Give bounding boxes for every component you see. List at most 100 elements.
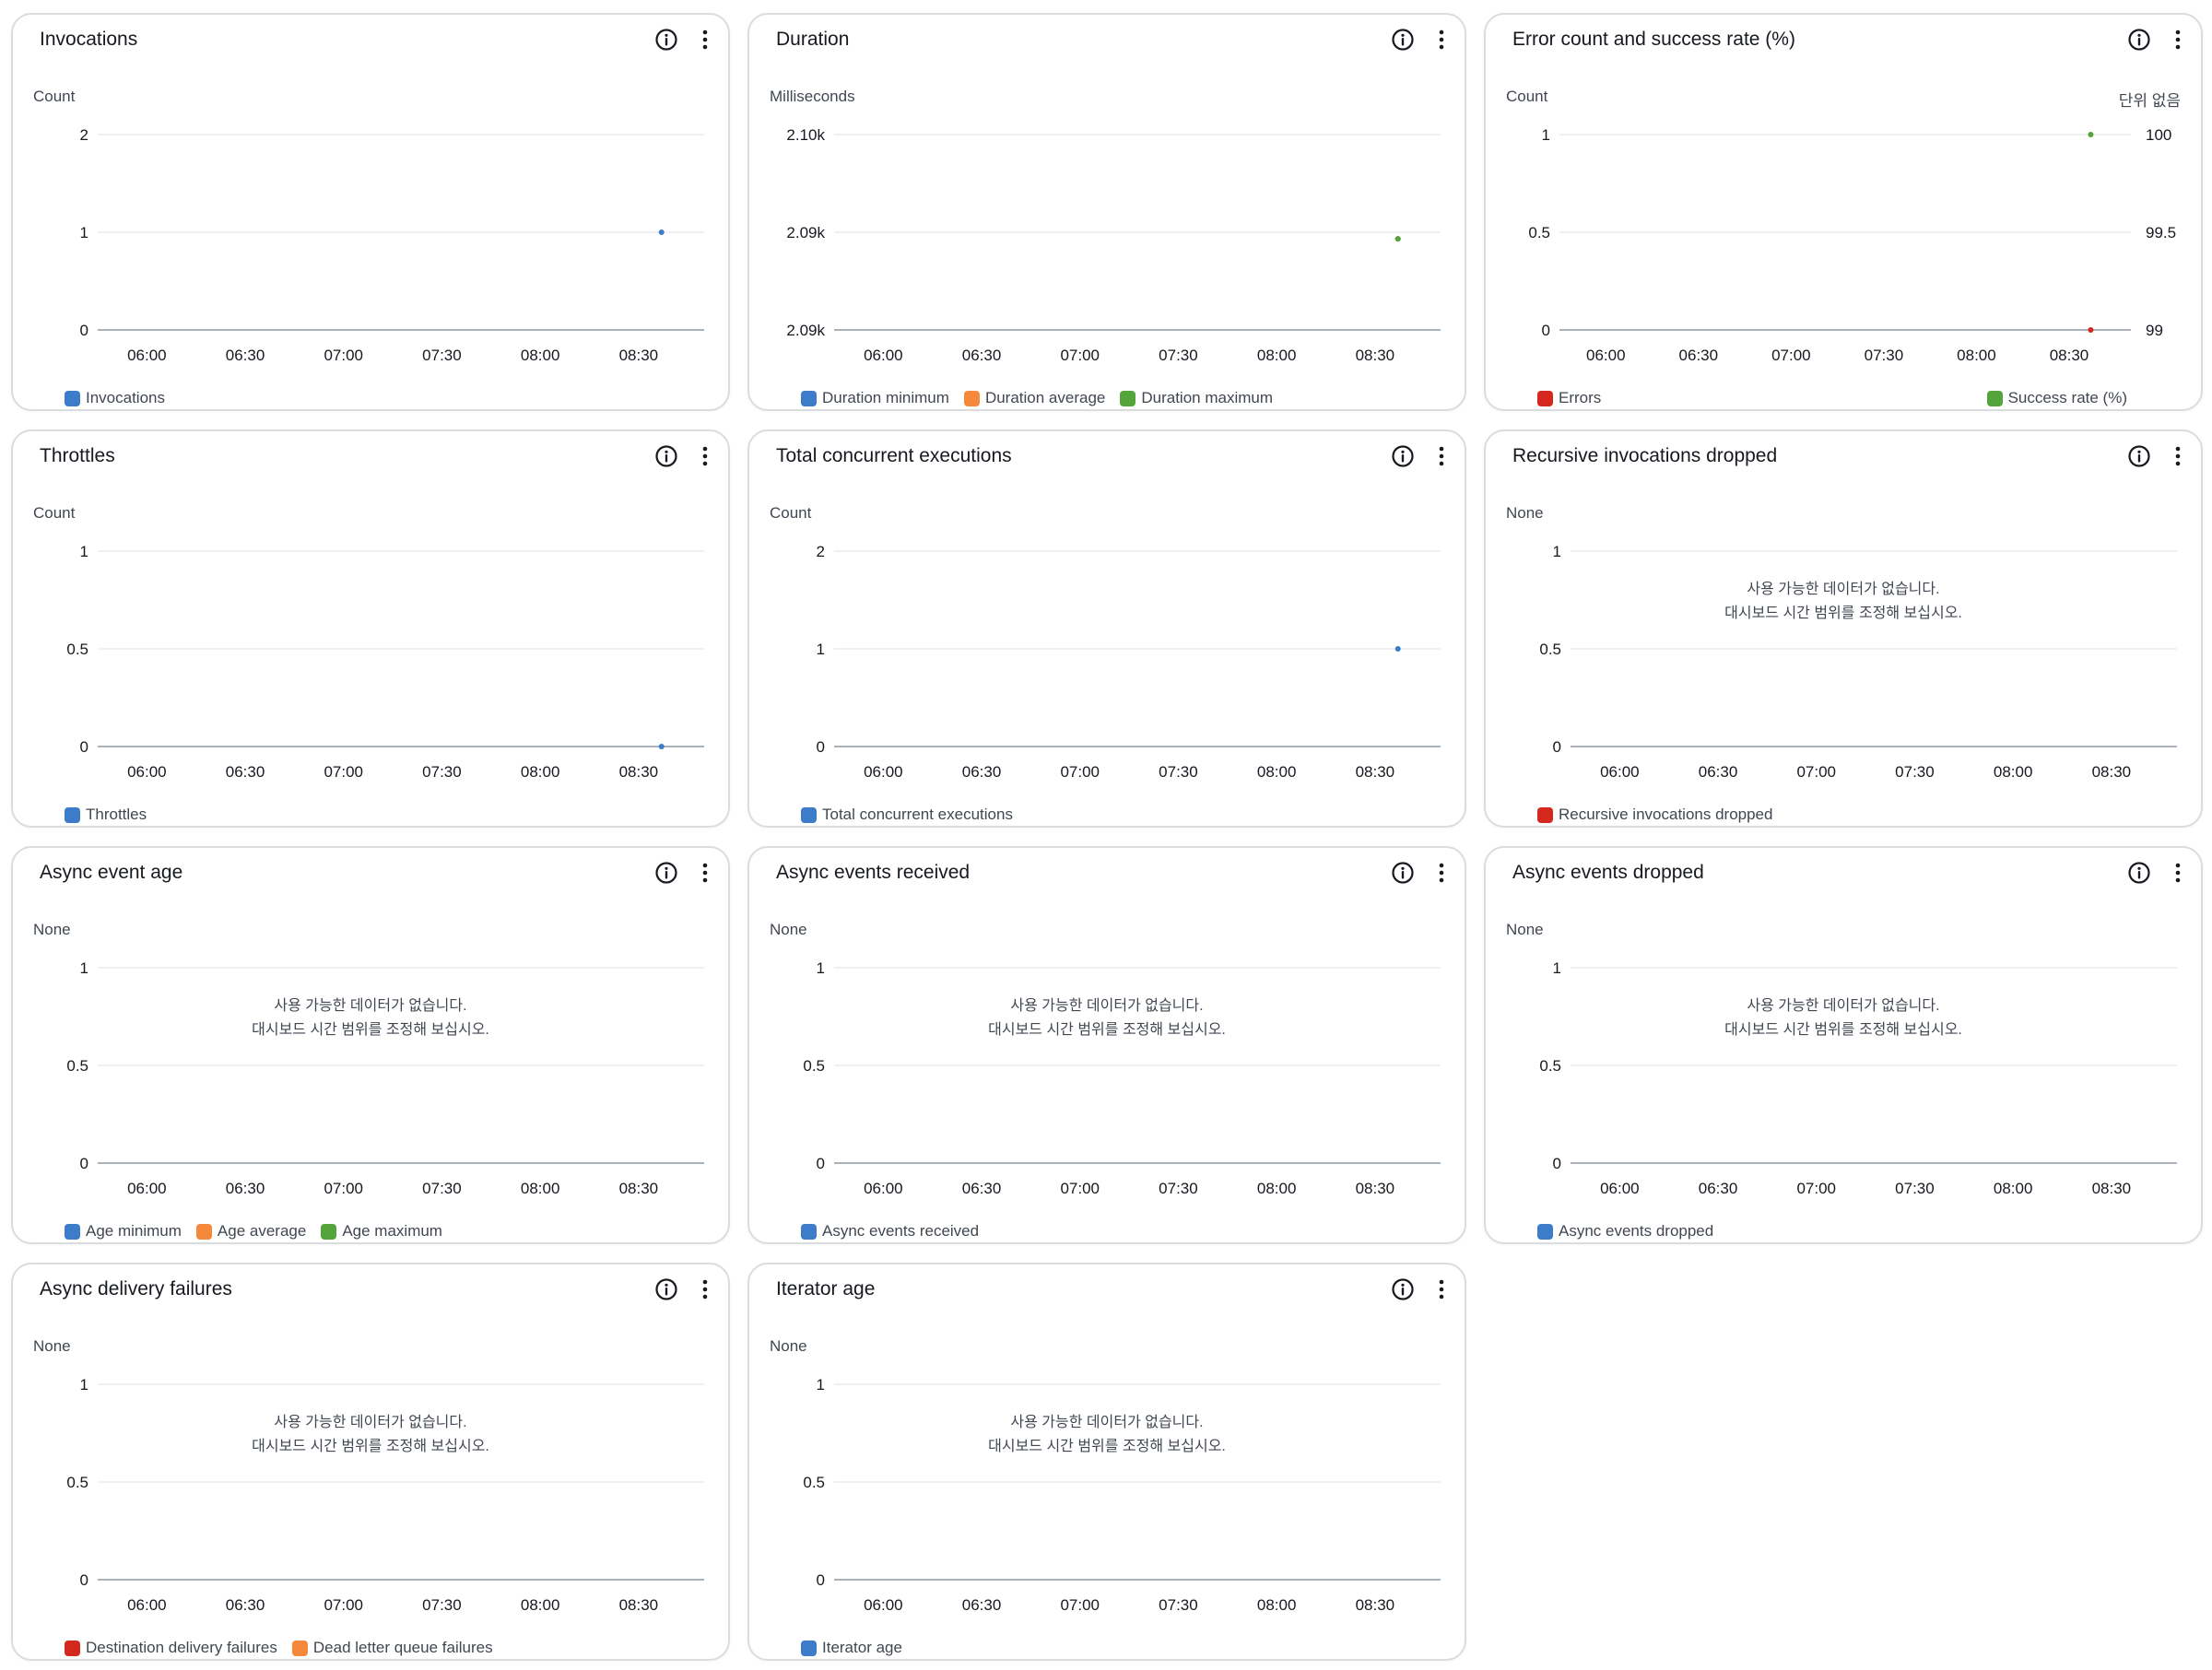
info-icon[interactable]: [654, 1277, 678, 1301]
chart-plot-area: 0 0.5 1 06:00 06:30 07:00 07:30 08:00 08:30: [66, 543, 704, 781]
y-right-tick-label: 99: [2146, 322, 2163, 339]
more-options-icon[interactable]: [699, 1277, 712, 1301]
legend-item-throttles[interactable]: Throttles: [65, 805, 147, 825]
x-tick-label: 06:00: [127, 1596, 167, 1614]
y-tick-label: 2.09k: [786, 224, 825, 241]
legend-item-age-minimum[interactable]: Age minimum: [65, 1221, 182, 1241]
x-tick-label: 06:00: [127, 1180, 167, 1197]
legend-swatch: [1120, 390, 1136, 406]
x-tick-label: 06:00: [127, 347, 167, 364]
no-data-line-1: 사용 가능한 데이터가 없습니다.: [1747, 998, 1940, 1014]
legend-label: Age minimum: [86, 1222, 182, 1240]
data-point-success-rate[interactable]: [2088, 132, 2094, 137]
x-tick-label: 07:00: [324, 1596, 363, 1614]
legend-label: Duration average: [984, 389, 1106, 406]
chart-plot-area: 0 0.5 1 06:00 06:30 07:00 07:30 08:00 08:30: [66, 1376, 704, 1614]
chart-plot-area: 0 1 2 06:00 06:30 07:00 07:30 08:00 08:30: [817, 543, 1441, 781]
info-icon[interactable]: [654, 28, 678, 52]
more-options-icon[interactable]: [1435, 444, 1448, 468]
info-icon[interactable]: [654, 861, 678, 885]
legend-item-async-events-dropped[interactable]: Async events dropped: [1537, 1221, 1713, 1241]
no-data-message: 사용 가능한 데이터가 없습니다. 대시보드 시간 범위를 조정해 보십시오.: [13, 1411, 728, 1459]
info-icon[interactable]: [1391, 861, 1415, 885]
y-axis-unit-label: Milliseconds: [770, 88, 855, 105]
y-axis-unit-label: None: [1506, 504, 1544, 522]
legend-item-recursive-invocations-dropped[interactable]: Recursive invocations dropped: [1537, 805, 1772, 825]
data-point-throttles[interactable]: [658, 744, 665, 749]
legend-swatch: [291, 1640, 308, 1656]
more-options-icon[interactable]: [1435, 28, 1448, 52]
x-tick-label: 06:30: [226, 763, 265, 781]
more-options-icon[interactable]: [2171, 861, 2184, 885]
more-options-icon[interactable]: [1435, 861, 1448, 885]
y-tick-label: 1: [1542, 126, 1550, 144]
data-point-total-concurrent-executions[interactable]: [1394, 646, 1401, 652]
y-axis-unit-label: Count: [1506, 88, 1548, 105]
legend-item-success-rate[interactable]: Success rate (%): [1986, 388, 2127, 408]
x-tick-label: 08:00: [521, 763, 560, 781]
legend-label: Duration minimum: [822, 389, 949, 406]
x-tick-label: 08:30: [619, 763, 659, 781]
x-tick-label: 06:30: [962, 763, 1002, 781]
y-tick-label: 1: [817, 1376, 825, 1394]
no-data-line-2: 대시보드 시간 범위를 조정해 보십시오.: [252, 1439, 489, 1454]
y-tick-label: 0: [817, 1571, 825, 1589]
x-tick-label: 06:00: [864, 1180, 903, 1197]
data-point-invocations[interactable]: [658, 229, 665, 235]
info-icon[interactable]: [654, 444, 678, 468]
widget-title: Total concurrent executions: [776, 445, 1012, 466]
legend-item-duration-average[interactable]: Duration average: [963, 388, 1106, 408]
info-icon[interactable]: [2127, 861, 2151, 885]
chart-legend: Destination delivery failures Dead letter…: [13, 1638, 728, 1658]
legend-swatch: [65, 390, 80, 406]
data-point-errors[interactable]: [2088, 327, 2094, 333]
info-icon[interactable]: [1391, 1277, 1415, 1301]
chart-plot-area: 0 0.5 1 06:00 06:30 07:00 07:30 08:00 08:30: [803, 959, 1441, 1197]
legend-item-age-maximum[interactable]: Age maximum: [321, 1221, 442, 1241]
legend-item-async-events-received[interactable]: Async events received: [801, 1221, 979, 1241]
legend-swatch: [801, 806, 817, 823]
legend-item-duration-minimum[interactable]: Duration minimum: [801, 388, 949, 408]
x-tick-label: 06:00: [1586, 347, 1626, 364]
y-axis-unit-label: None: [33, 1337, 71, 1355]
more-options-icon[interactable]: [699, 444, 712, 468]
no-data-line-2: 대시보드 시간 범위를 조정해 보십시오.: [988, 1022, 1226, 1038]
more-options-icon[interactable]: [2171, 444, 2184, 468]
info-icon[interactable]: [2127, 444, 2151, 468]
widget-duration: Duration Milliseconds 2.09k 2.09k 2.10k 06:00…: [747, 13, 1466, 411]
legend-item-dead-letter-queue-failures[interactable]: Dead letter queue failures: [291, 1638, 493, 1658]
y-axis-unit-label: None: [770, 1337, 807, 1355]
legend-item-total-concurrent-executions[interactable]: Total concurrent executions: [801, 805, 1013, 825]
legend-item-age-average[interactable]: Age average: [195, 1221, 306, 1241]
chart-legend: Iterator age: [749, 1638, 1465, 1658]
more-options-icon[interactable]: [699, 861, 712, 885]
info-icon[interactable]: [2127, 28, 2151, 52]
chart-legend: Async events dropped: [1486, 1221, 2201, 1241]
chart-plot-area: 2.09k 2.09k 2.10k 06:00 06:30 07:00 07:30 08:00…: [786, 126, 1441, 364]
y-tick-label: 1: [817, 959, 825, 977]
y-tick-label: 0: [1553, 738, 1561, 756]
y-tick-label: 0.5: [803, 1057, 825, 1075]
info-icon[interactable]: [1391, 28, 1415, 52]
x-tick-label: 07:30: [1895, 763, 1935, 781]
chart-plot-area: 0 0.5 1 06:00 06:30 07:00 07:30 08:00 08:30: [66, 959, 704, 1197]
y-tick-label: 1: [817, 641, 825, 658]
more-options-icon[interactable]: [699, 28, 712, 52]
chart-plot-area: 0 0.5 1 06:00 06:30 07:00 07:30 08:00 08:30: [803, 1376, 1441, 1614]
x-tick-label: 08:00: [521, 1180, 560, 1197]
more-options-icon[interactable]: [2171, 28, 2184, 52]
x-tick-label: 07:30: [1895, 1180, 1935, 1197]
y-right-tick-label: 99.5: [2146, 224, 2176, 241]
legend-item-errors[interactable]: Errors: [1537, 388, 1601, 408]
legend-item-iterator-age[interactable]: Iterator age: [801, 1638, 902, 1658]
more-options-icon[interactable]: [1435, 1277, 1448, 1301]
legend-label: Destination delivery failures: [86, 1639, 277, 1656]
info-icon[interactable]: [1391, 444, 1415, 468]
legend-item-invocations[interactable]: Invocations: [65, 388, 165, 408]
legend-item-destination-delivery-failures[interactable]: Destination delivery failures: [65, 1638, 277, 1658]
data-point-duration-maximum[interactable]: [1394, 236, 1401, 242]
no-data-line-2: 대시보드 시간 범위를 조정해 보십시오.: [1724, 1022, 1962, 1038]
chart-plot-area: 0 0.5 1 99 99.5 100 06:00 06:30 07:00 07:30 08:00 0…: [1528, 126, 2176, 364]
legend-item-duration-maximum[interactable]: Duration maximum: [1120, 388, 1273, 408]
y-tick-label: 0.5: [1539, 1057, 1561, 1075]
